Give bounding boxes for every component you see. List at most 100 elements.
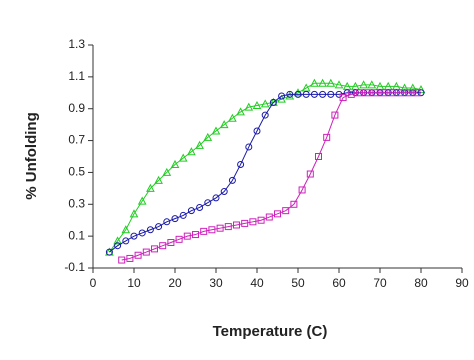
marker: [372, 89, 380, 97]
x-tick-label: 10: [127, 276, 141, 290]
marker: [196, 203, 204, 211]
marker: [137, 196, 147, 205]
marker: [162, 167, 172, 176]
marker: [265, 213, 273, 221]
marker: [175, 235, 183, 243]
marker: [244, 102, 254, 111]
marker: [129, 209, 139, 218]
marker: [142, 248, 150, 256]
marker: [319, 90, 327, 98]
marker: [204, 199, 212, 207]
marker: [367, 80, 377, 89]
marker: [146, 226, 154, 234]
marker: [155, 223, 163, 231]
marker: [417, 89, 425, 97]
marker: [236, 107, 245, 116]
marker: [364, 89, 372, 97]
marker: [388, 89, 396, 97]
marker: [339, 94, 347, 102]
x-tick-label: 80: [414, 276, 428, 290]
marker: [171, 215, 179, 223]
marker: [151, 245, 158, 253]
marker: [405, 89, 413, 97]
marker: [216, 224, 224, 232]
marker: [130, 232, 138, 240]
marker: [178, 153, 188, 162]
marker: [228, 113, 237, 122]
marker: [293, 88, 303, 97]
marker: [252, 100, 262, 110]
marker: [195, 140, 204, 149]
x-tick-label: 20: [168, 276, 182, 290]
marker: [249, 218, 257, 226]
marker: [356, 89, 363, 97]
marker: [118, 256, 126, 264]
marker: [183, 232, 191, 240]
marker: [306, 170, 314, 178]
marker: [310, 90, 318, 98]
series-line: [121, 92, 417, 261]
marker: [302, 90, 310, 98]
marker: [203, 132, 213, 141]
y-axis-title: % Unfolding: [23, 112, 40, 199]
marker: [134, 251, 142, 259]
marker: [260, 99, 270, 108]
marker: [408, 83, 418, 92]
marker: [163, 218, 171, 226]
y-tick-label: 0.3: [68, 196, 85, 210]
marker: [400, 83, 409, 92]
marker: [245, 143, 253, 151]
marker: [126, 254, 134, 262]
marker: [212, 194, 220, 202]
x-tick-label: 30: [209, 276, 223, 290]
marker: [219, 120, 229, 129]
marker: [138, 229, 146, 237]
marker: [347, 90, 355, 98]
marker: [228, 176, 236, 184]
marker: [237, 160, 245, 168]
marker: [269, 98, 277, 106]
y-tick-label: 0.5: [68, 165, 85, 179]
marker: [122, 237, 130, 245]
marker: [282, 207, 290, 215]
marker: [146, 183, 155, 192]
y-tick-label: 0.9: [68, 101, 85, 115]
marker: [192, 231, 199, 239]
marker: [167, 239, 175, 247]
marker: [200, 227, 208, 235]
marker: [274, 210, 281, 218]
x-tick-label: 90: [455, 276, 469, 290]
x-tick-label: 60: [332, 276, 346, 290]
marker: [233, 221, 240, 229]
x-tick-label: 40: [250, 276, 264, 290]
marker: [220, 188, 228, 196]
marker: [285, 91, 295, 100]
x-tick-label: 70: [373, 276, 387, 290]
marker: [318, 78, 327, 87]
x-tick-label: 0: [90, 276, 97, 290]
marker: [413, 89, 421, 97]
marker: [105, 248, 113, 256]
marker: [261, 111, 269, 119]
marker: [187, 207, 195, 215]
y-tick-label: 0.7: [68, 133, 85, 147]
marker: [170, 159, 180, 168]
series-line: [108, 82, 422, 253]
marker: [241, 219, 249, 227]
marker: [323, 133, 331, 141]
marker: [298, 186, 306, 194]
y-tick-label: -0.1: [64, 260, 85, 274]
marker: [159, 242, 167, 250]
marker: [257, 216, 265, 224]
marker: [326, 78, 336, 87]
marker: [208, 226, 216, 234]
x-axis-title: Temperature (C): [213, 323, 328, 340]
marker: [187, 147, 196, 156]
marker: [179, 211, 187, 219]
marker: [315, 153, 322, 160]
marker: [286, 90, 294, 98]
y-tick-label: 0.1: [68, 228, 85, 242]
y-tick-label: 1.3: [68, 37, 85, 51]
marker: [114, 242, 122, 250]
marker: [121, 225, 131, 234]
